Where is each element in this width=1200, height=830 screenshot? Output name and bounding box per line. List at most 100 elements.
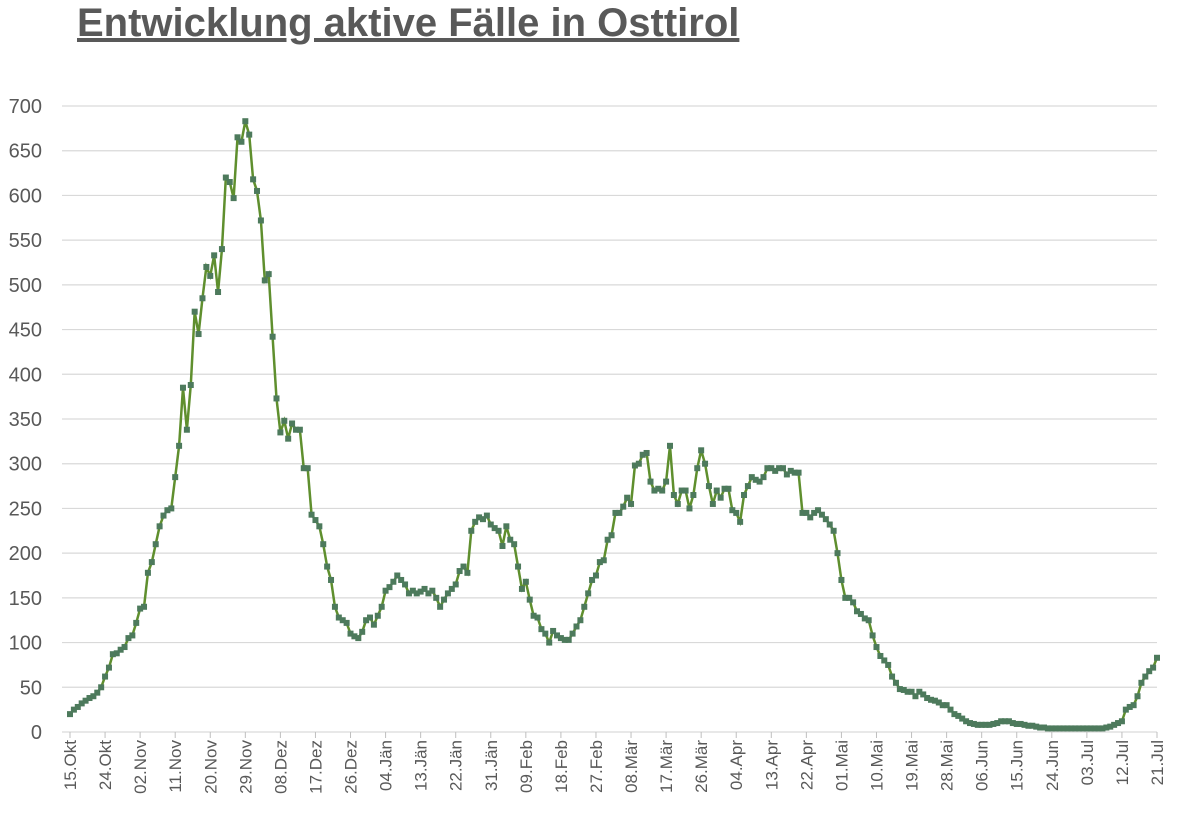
data-point	[312, 517, 319, 524]
data-point	[491, 525, 498, 532]
x-tick-label: 31.Jän	[482, 740, 501, 791]
data-point	[546, 639, 553, 646]
data-point	[366, 614, 373, 621]
data-point	[635, 460, 642, 467]
data-point	[1044, 725, 1051, 732]
data-point	[678, 487, 685, 494]
data-point	[191, 308, 198, 315]
data-point	[791, 469, 798, 476]
data-point	[1060, 725, 1067, 732]
data-point	[530, 612, 537, 619]
data-point	[1134, 693, 1141, 700]
data-point	[347, 630, 354, 637]
data-point	[631, 462, 638, 469]
x-tick-label: 27.Feb	[587, 740, 606, 793]
data-point	[889, 673, 896, 680]
data-point	[916, 688, 923, 695]
data-point	[335, 614, 342, 621]
data-point	[359, 628, 366, 635]
data-point	[1052, 725, 1059, 732]
data-point	[783, 471, 790, 478]
data-point	[842, 594, 849, 601]
data-point	[320, 541, 327, 548]
data-point	[1033, 723, 1040, 730]
y-tick-label: 150	[9, 588, 42, 610]
data-point	[413, 590, 420, 597]
data-point	[265, 271, 272, 278]
data-point	[585, 590, 592, 597]
data-point	[760, 474, 767, 481]
data-point	[109, 651, 116, 658]
data-point	[343, 619, 350, 626]
data-point	[226, 179, 233, 186]
x-tick-label: 20.Nov	[201, 740, 220, 794]
x-tick-label: 29.Nov	[236, 740, 255, 794]
data-point	[70, 706, 77, 713]
data-point	[148, 559, 155, 566]
data-point	[725, 485, 732, 492]
data-point	[402, 581, 409, 588]
data-point	[744, 483, 751, 490]
x-tick-label: 04.Apr	[727, 740, 746, 790]
data-point	[709, 500, 716, 507]
data-point	[1072, 725, 1079, 732]
data-point	[273, 395, 280, 402]
data-point	[105, 664, 112, 671]
x-tick-label: 24.Okt	[96, 740, 115, 790]
data-point	[994, 720, 1001, 727]
data-point	[768, 465, 775, 472]
data-point	[928, 696, 935, 703]
x-tick-label: 11.Nov	[166, 740, 185, 793]
data-point	[908, 688, 915, 695]
data-point	[776, 465, 783, 472]
x-tick-label: 10.Mai	[867, 740, 886, 791]
x-tick-label: 03.Jul	[1078, 740, 1097, 785]
chart-title: Entwicklung aktive Fälle in Osttirol	[77, 1, 739, 45]
data-point	[269, 333, 276, 340]
data-point	[807, 514, 814, 521]
data-point	[924, 695, 931, 702]
x-tick-label: 17.Dez	[306, 740, 325, 794]
data-point	[300, 465, 307, 472]
data-point	[838, 576, 845, 583]
data-point	[468, 527, 475, 534]
data-point	[289, 420, 296, 427]
data-line	[69, 120, 1159, 730]
data-point	[818, 511, 825, 518]
data-point	[203, 263, 210, 270]
data-point	[441, 596, 448, 603]
data-point	[503, 523, 510, 530]
data-point	[285, 435, 292, 442]
data-point	[183, 426, 190, 433]
data-point	[429, 587, 436, 594]
data-point	[351, 633, 358, 640]
x-tick-label: 08.Dez	[271, 740, 290, 794]
x-tick-label: 24.Jun	[1043, 740, 1062, 791]
data-point	[421, 585, 428, 592]
data-point	[643, 449, 650, 456]
data-point	[986, 721, 993, 728]
data-point	[363, 617, 370, 624]
data-point	[748, 474, 755, 481]
data-point	[729, 507, 736, 514]
data-point	[1005, 718, 1012, 725]
x-tick-label: 22.Apr	[797, 740, 816, 790]
data-point	[651, 487, 658, 494]
x-tick-label: 26.Mär	[692, 740, 711, 793]
data-point	[1118, 718, 1125, 725]
data-point	[433, 594, 440, 601]
x-tick-label: 06.Jun	[973, 740, 992, 791]
data-point	[655, 485, 662, 492]
data-point	[554, 632, 561, 639]
data-point	[573, 623, 580, 630]
data-point	[931, 697, 938, 704]
data-point	[1083, 725, 1090, 732]
data-point	[955, 712, 962, 719]
data-point	[951, 711, 958, 718]
data-point	[885, 661, 892, 668]
data-point	[1142, 673, 1149, 680]
data-point	[557, 635, 564, 642]
data-point	[304, 465, 311, 472]
data-point	[721, 485, 728, 492]
